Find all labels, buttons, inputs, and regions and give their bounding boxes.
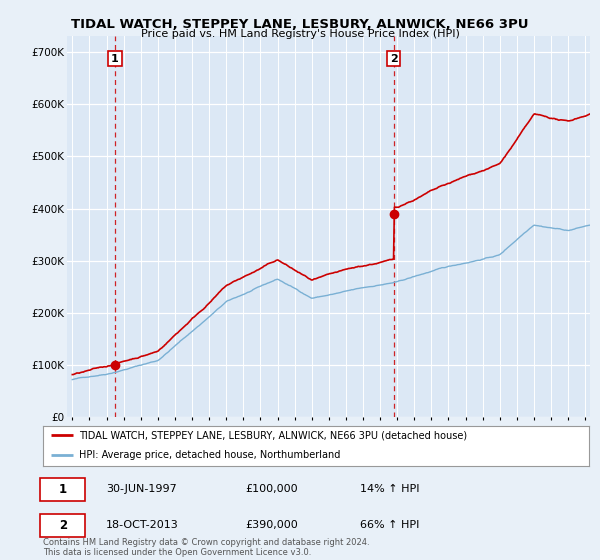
Text: HPI: Average price, detached house, Northumberland: HPI: Average price, detached house, Nort…: [79, 450, 340, 460]
Text: 2: 2: [59, 519, 67, 532]
Text: Contains HM Land Registry data © Crown copyright and database right 2024.
This d: Contains HM Land Registry data © Crown c…: [43, 538, 370, 557]
Text: TIDAL WATCH, STEPPEY LANE, LESBURY, ALNWICK, NE66 3PU (detached house): TIDAL WATCH, STEPPEY LANE, LESBURY, ALNW…: [79, 430, 467, 440]
Text: TIDAL WATCH, STEPPEY LANE, LESBURY, ALNWICK, NE66 3PU: TIDAL WATCH, STEPPEY LANE, LESBURY, ALNW…: [71, 18, 529, 31]
Text: £390,000: £390,000: [245, 520, 298, 530]
Text: Price paid vs. HM Land Registry's House Price Index (HPI): Price paid vs. HM Land Registry's House …: [140, 29, 460, 39]
Text: £100,000: £100,000: [245, 484, 298, 494]
Text: 2: 2: [390, 54, 398, 63]
FancyBboxPatch shape: [40, 478, 85, 501]
FancyBboxPatch shape: [40, 514, 85, 537]
Text: 1: 1: [111, 54, 119, 63]
Text: 14% ↑ HPI: 14% ↑ HPI: [360, 484, 419, 494]
Text: 66% ↑ HPI: 66% ↑ HPI: [360, 520, 419, 530]
Text: 1: 1: [59, 483, 67, 496]
Text: 18-OCT-2013: 18-OCT-2013: [106, 520, 179, 530]
Text: 30-JUN-1997: 30-JUN-1997: [106, 484, 177, 494]
